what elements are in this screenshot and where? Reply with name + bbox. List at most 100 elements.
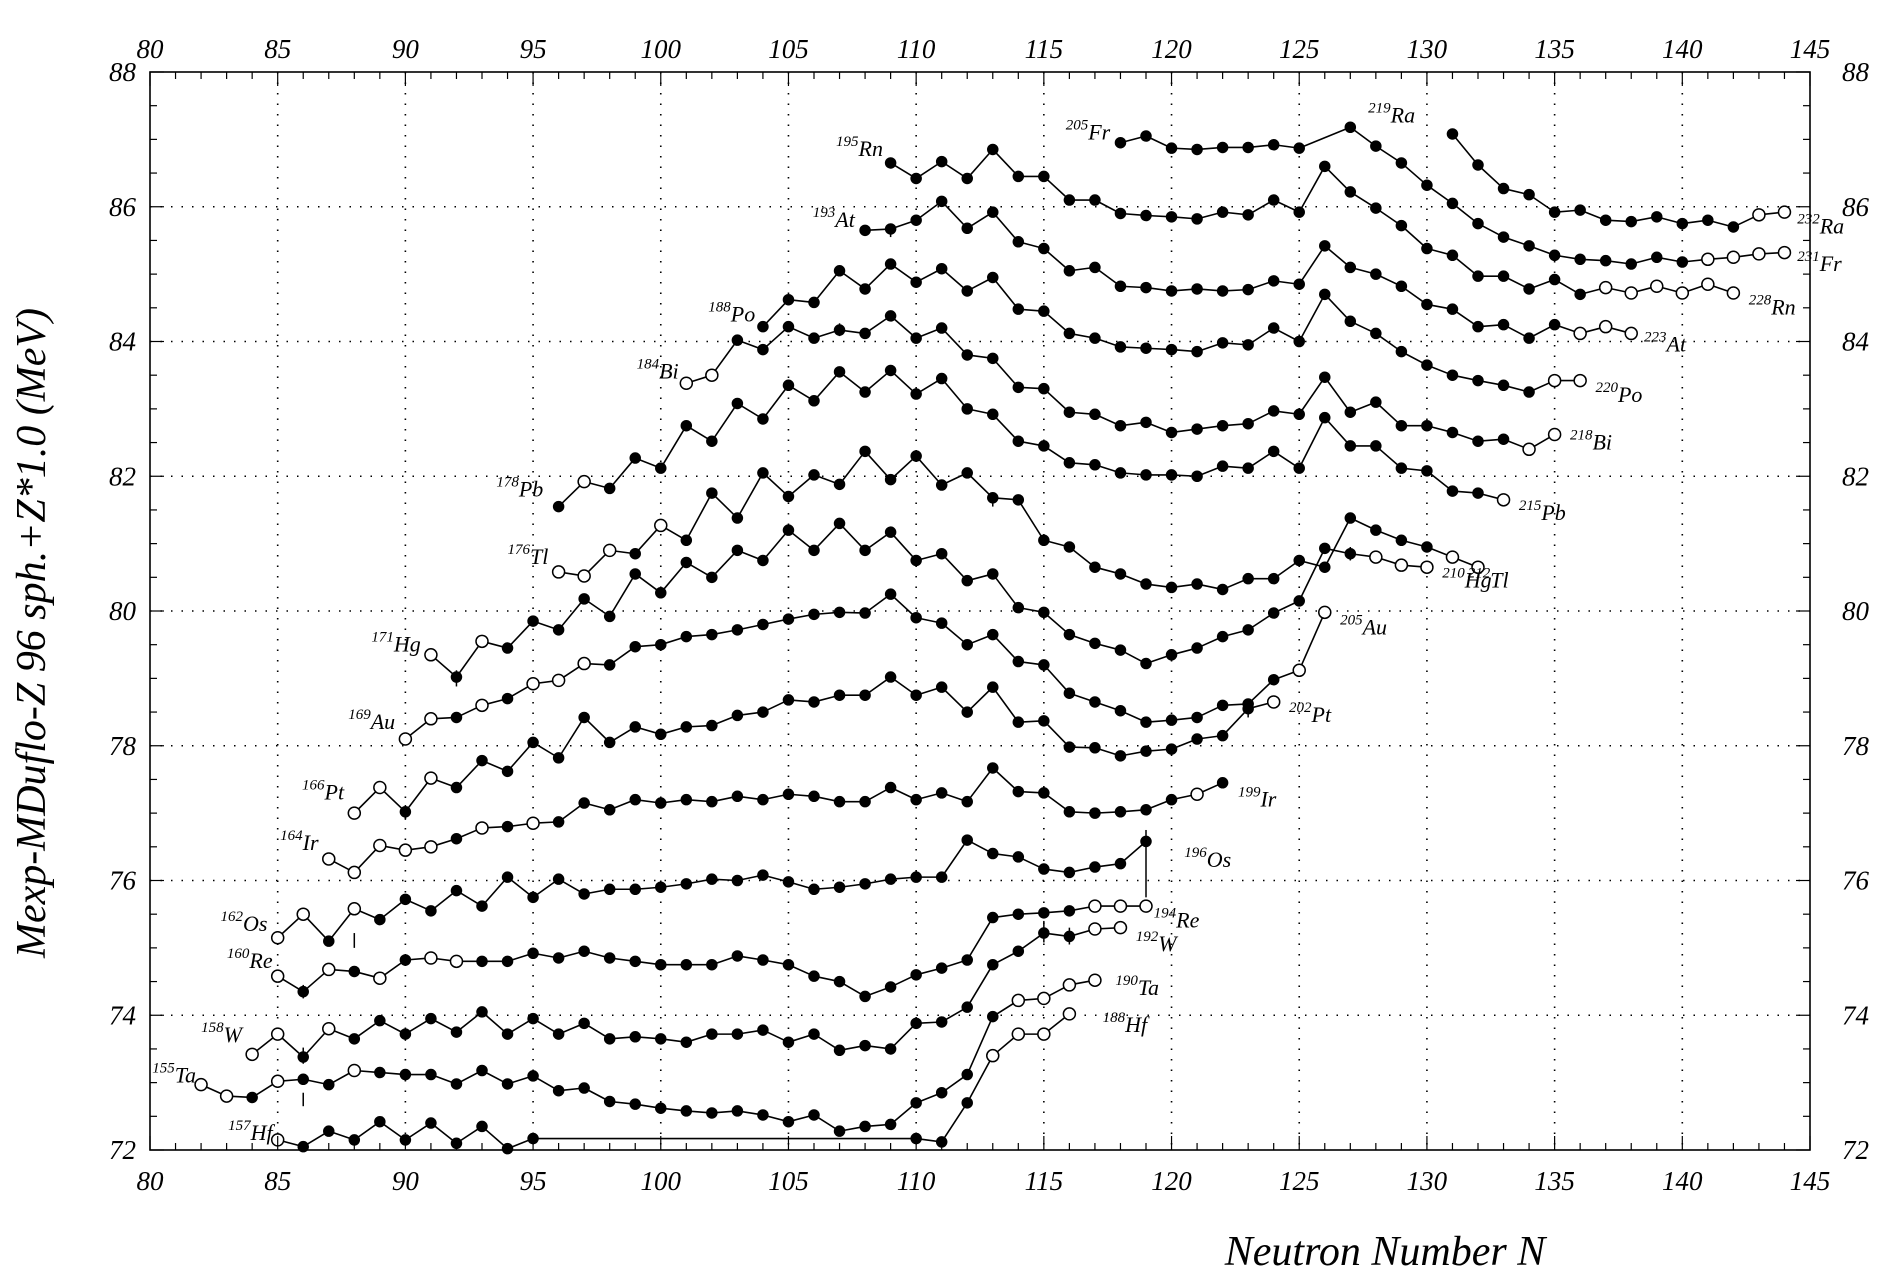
- data-point-measured: [1497, 379, 1510, 392]
- series-line-segment: [992, 413, 1019, 442]
- data-point-measured: [1140, 281, 1152, 294]
- data-point-measured: [935, 617, 948, 629]
- data-point-measured: [1370, 440, 1382, 452]
- data-point-measured: [1497, 231, 1510, 243]
- data-point-measured: [910, 969, 922, 981]
- data-point-measured: [348, 965, 361, 978]
- data-point-extrapolated: [1088, 899, 1102, 913]
- data-point-measured: [1063, 687, 1076, 699]
- data-point-measured: [603, 659, 616, 671]
- data-point-measured: [246, 1091, 258, 1104]
- data-point-measured: [1012, 851, 1025, 863]
- data-point-extrapolated: [1573, 373, 1587, 388]
- data-point-measured: [935, 681, 948, 693]
- data-point-measured: [1012, 655, 1025, 668]
- data-point-measured: [1625, 215, 1637, 228]
- series-line-segment: [992, 211, 1019, 243]
- data-point-measured: [1242, 572, 1254, 585]
- data-point-measured: [297, 1073, 309, 1086]
- data-point-measured: [1242, 141, 1254, 154]
- data-point-measured: [527, 891, 539, 904]
- data-point-measured: [1114, 704, 1127, 717]
- data-point-measured: [323, 935, 335, 947]
- series-line-segment: [481, 876, 509, 907]
- data-point-measured: [1319, 542, 1331, 555]
- data-point-extrapolated: [679, 376, 694, 391]
- data-point-measured: [1191, 470, 1203, 482]
- data-point-measured: [1523, 188, 1535, 201]
- data-point-measured: [961, 285, 973, 297]
- series-Ra: [1446, 128, 1792, 233]
- data-point-measured: [655, 728, 667, 741]
- data-point-measured: [374, 1066, 386, 1079]
- data-point-measured: [706, 571, 718, 584]
- data-point-measured: [808, 1109, 820, 1121]
- data-point-measured: [1523, 332, 1535, 344]
- isotope-label: 223At: [1644, 330, 1687, 357]
- data-point-extrapolated: [1113, 899, 1128, 913]
- data-point-measured: [782, 613, 795, 625]
- data-point-extrapolated: [1573, 326, 1587, 341]
- data-point-measured: [1140, 130, 1152, 142]
- data-point-measured: [1216, 419, 1229, 432]
- x-tick-label-bottom: 115: [1025, 1166, 1064, 1196]
- data-point-measured: [1267, 607, 1280, 619]
- data-point-measured: [501, 765, 514, 778]
- series-line-segment: [966, 964, 994, 1008]
- data-point-measured: [578, 945, 590, 957]
- data-point-measured: [961, 954, 973, 966]
- series-line-segment: [864, 263, 892, 290]
- data-point-extrapolated: [1777, 205, 1792, 219]
- x-tick-label-top: 120: [1151, 34, 1192, 64]
- data-point-measured: [1267, 139, 1280, 151]
- data-point-extrapolated: [1675, 286, 1690, 300]
- x-tick-label-bottom: 130: [1407, 1166, 1448, 1196]
- data-point-measured: [808, 296, 820, 309]
- series-line-segment: [992, 686, 1019, 723]
- isotope-label: 188Hf: [1103, 1010, 1150, 1037]
- data-point-measured: [1651, 251, 1663, 264]
- data-point-measured: [1165, 743, 1178, 755]
- data-point-measured: [1344, 121, 1357, 133]
- data-point-measured: [629, 793, 641, 806]
- data-point-measured: [680, 1036, 693, 1048]
- data-point-measured: [910, 1017, 922, 1030]
- data-point-measured: [1702, 214, 1714, 226]
- y-axis-title: Mexp-MDuflo-Z 96 sph.+Z*1.0 (MeV): [9, 308, 55, 959]
- series-line-segment: [557, 717, 585, 759]
- data-point-measured: [1140, 469, 1152, 481]
- isotope-label: 199Ir: [1238, 784, 1277, 811]
- isotope-label: 205Fr: [1066, 117, 1111, 144]
- data-point-measured: [935, 1086, 948, 1099]
- data-point-extrapolated: [705, 368, 719, 382]
- series-line-segment: [966, 917, 994, 961]
- data-point-measured: [961, 1068, 973, 1081]
- data-point-measured: [808, 469, 820, 481]
- data-point-measured: [399, 954, 412, 966]
- data-point-measured: [1165, 714, 1178, 726]
- data-point-measured: [987, 1010, 999, 1023]
- series-line-segment: [1222, 708, 1249, 737]
- data-point-measured: [987, 143, 999, 156]
- data-point-measured: [1165, 581, 1178, 594]
- series-Fr: [1114, 121, 1792, 270]
- series-line-segment: [1043, 388, 1070, 413]
- data-point-measured: [1370, 396, 1382, 408]
- data-point-measured: [961, 349, 973, 361]
- data-point-measured: [680, 878, 693, 890]
- data-point-measured: [706, 958, 718, 971]
- x-tick-label-top: 105: [768, 34, 809, 64]
- series-line-segment: [941, 327, 968, 356]
- data-point-measured: [782, 379, 795, 392]
- data-point-extrapolated: [1037, 1027, 1051, 1041]
- isotope-label: 196Os: [1184, 845, 1231, 872]
- y-tick-label-right: 78: [1842, 731, 1870, 761]
- data-point-measured: [1548, 206, 1561, 218]
- data-point-measured: [1319, 160, 1331, 173]
- data-point-measured: [910, 871, 922, 883]
- data-point-measured: [961, 1001, 973, 1013]
- x-axis-title: Neutron Number N: [1224, 1229, 1547, 1272]
- data-point-measured: [1012, 303, 1025, 315]
- series-line-segment: [1324, 417, 1351, 447]
- series-line-segment: [1298, 376, 1326, 415]
